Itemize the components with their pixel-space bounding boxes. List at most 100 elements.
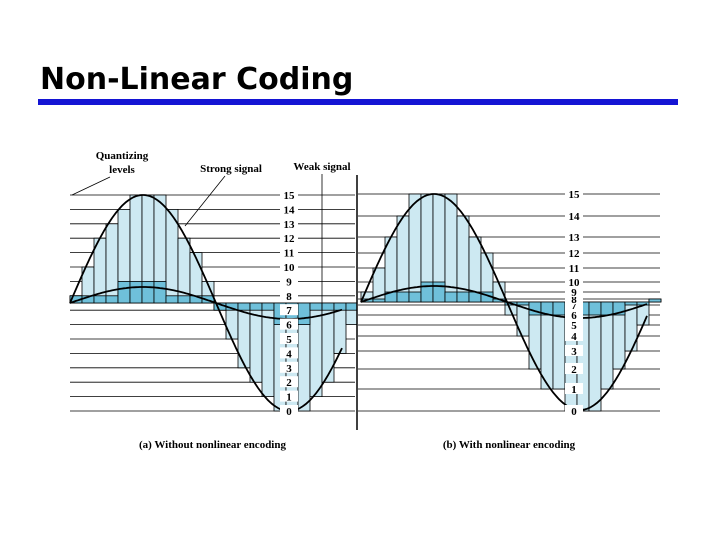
level-label-bg <box>280 232 298 244</box>
quantized-step <box>600 301 614 316</box>
level-label-bg <box>280 390 298 402</box>
level-label-bg <box>565 309 583 320</box>
level-label-bg <box>565 276 583 287</box>
level-label: 4 <box>571 331 577 343</box>
level-label: 1 <box>571 384 577 396</box>
quantized-step <box>552 301 566 316</box>
annotation: levels <box>109 164 135 176</box>
level-label: 13 <box>569 232 581 244</box>
level-label-bg <box>280 405 298 416</box>
quantized-step <box>105 295 119 304</box>
quantized-step <box>456 291 470 303</box>
level-label: 14 <box>569 211 581 223</box>
panel-caption: (b) With nonlinear encoding <box>443 439 576 451</box>
level-label: 2 <box>571 364 577 376</box>
level-label: 6 <box>286 320 292 332</box>
level-label: 9 <box>286 276 292 288</box>
level-label-bg <box>280 275 298 287</box>
quantized-step <box>372 298 386 303</box>
level-label: 5 <box>571 320 577 332</box>
quantized-step <box>588 301 602 316</box>
quantized-step <box>129 280 143 304</box>
panel-caption: (a) Without nonlinear encoding <box>139 439 287 451</box>
level-label: 12 <box>284 233 296 245</box>
level-label-bg <box>280 289 298 301</box>
level-label-bg <box>565 293 583 304</box>
level-label-bg <box>565 262 583 273</box>
level-label: 7 <box>286 305 292 317</box>
level-label-bg <box>280 246 298 258</box>
quantized-step <box>408 291 422 303</box>
level-label: 0 <box>571 406 577 418</box>
quantized-step <box>153 280 167 304</box>
quantized-step <box>297 302 311 326</box>
level-label-bg <box>565 405 583 416</box>
level-label: 0 <box>286 406 292 418</box>
level-label-bg <box>565 286 583 297</box>
level-label-bg <box>565 345 583 356</box>
quantized-step <box>141 280 155 304</box>
level-label-bg <box>280 318 298 330</box>
annotation: Quantizing <box>96 150 149 162</box>
level-label-bg <box>280 333 298 344</box>
level-label-bg <box>280 261 298 272</box>
pointer <box>71 176 111 196</box>
level-label-bg <box>565 363 583 374</box>
level-label-bg <box>565 247 583 258</box>
level-label-bg <box>280 203 298 215</box>
level-label: 8 <box>286 291 292 303</box>
annotation: Strong signal <box>200 163 262 175</box>
title-bar <box>38 99 678 105</box>
level-label-bg <box>280 361 298 373</box>
level-label-bg <box>565 299 583 310</box>
level-label: 15 <box>284 190 296 202</box>
quantized-step <box>261 302 275 311</box>
level-label: 4 <box>286 348 292 360</box>
quantized-step <box>396 291 410 303</box>
annotation: Weak signal <box>293 161 350 173</box>
level-label: 5 <box>286 334 292 346</box>
level-label: 8 <box>571 294 577 306</box>
level-label: 10 <box>284 262 296 274</box>
signal-curve <box>360 193 648 411</box>
quantized-step <box>516 301 530 306</box>
level-label: 13 <box>284 219 296 231</box>
level-label-bg <box>280 304 298 316</box>
slide-title: Non-Linear Coding <box>40 62 353 97</box>
quantized-step <box>165 295 179 304</box>
level-label: 11 <box>569 263 579 275</box>
level-label: 2 <box>286 377 292 389</box>
level-label-bg <box>565 319 583 330</box>
level-label-bg <box>565 383 583 394</box>
quantized-step <box>93 295 107 304</box>
level-label: 15 <box>569 189 581 201</box>
quantized-step <box>624 301 638 306</box>
quantized-step <box>420 281 434 303</box>
quantized-step <box>345 302 358 311</box>
quantized-step <box>408 193 422 303</box>
level-label-bg <box>280 347 298 359</box>
quantized-step <box>249 302 263 311</box>
level-label: 6 <box>571 310 577 322</box>
quantized-step <box>309 302 323 311</box>
level-label-bg <box>280 217 298 229</box>
quantized-step <box>237 302 251 311</box>
level-label: 9 <box>571 287 577 299</box>
pointer <box>184 175 226 227</box>
level-label: 1 <box>286 392 292 404</box>
level-label: 11 <box>284 248 294 260</box>
quantized-step <box>321 302 335 311</box>
level-label-bg <box>565 188 583 199</box>
signal-curve <box>360 285 648 319</box>
level-label: 12 <box>569 248 581 260</box>
level-label: 10 <box>569 277 581 289</box>
level-label: 3 <box>286 363 292 375</box>
quantized-step <box>444 291 458 303</box>
level-label: 3 <box>571 346 577 358</box>
level-label: 14 <box>284 204 296 216</box>
quantized-step <box>648 298 662 303</box>
level-label-bg <box>565 330 583 341</box>
quantized-step <box>177 295 191 304</box>
